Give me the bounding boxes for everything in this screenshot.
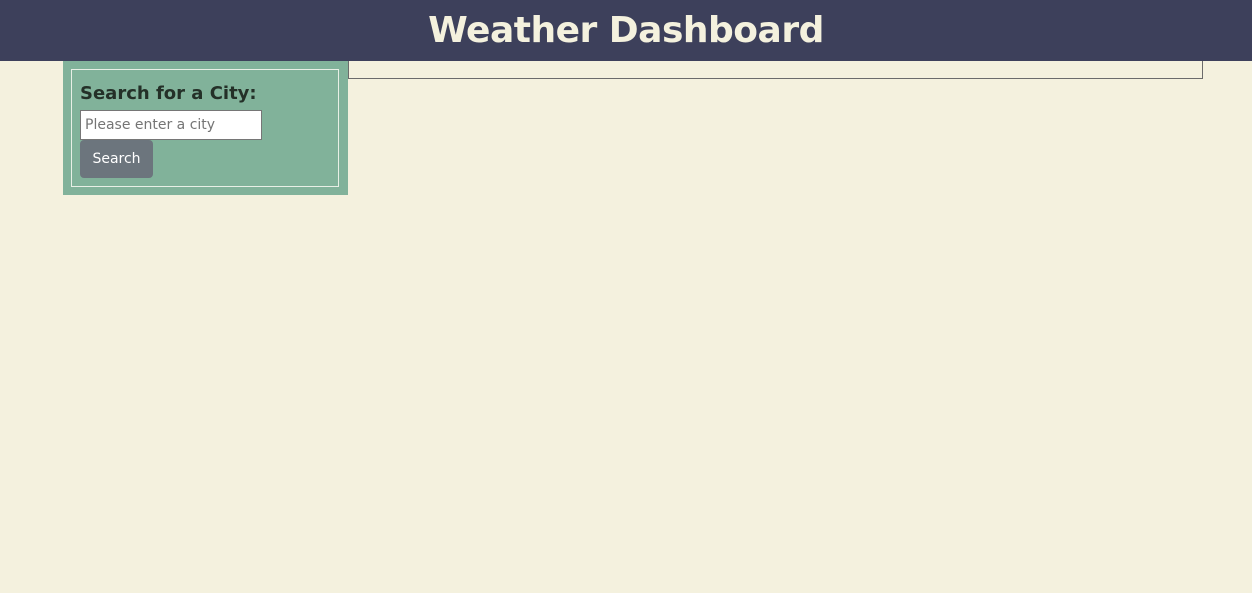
page-header: Weather Dashboard bbox=[0, 0, 1252, 61]
search-button[interactable]: Search bbox=[80, 140, 153, 178]
page-title: Weather Dashboard bbox=[428, 9, 824, 51]
search-form: Search for a City: Search bbox=[71, 69, 339, 187]
weather-results-panel bbox=[348, 61, 1203, 79]
search-sidebar: Search for a City: Search bbox=[63, 61, 348, 195]
search-heading: Search for a City: bbox=[80, 83, 257, 104]
city-search-input[interactable] bbox=[80, 110, 262, 140]
